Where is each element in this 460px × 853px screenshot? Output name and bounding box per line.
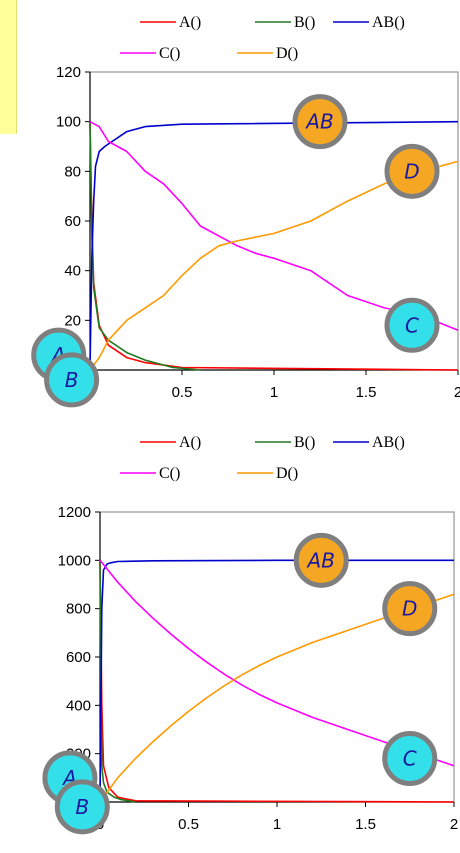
y-tick-label: 800 [66,601,91,618]
y-tick-label: 1200 [58,504,91,521]
y-tick-label: 40 [64,263,81,280]
badge-label: B [65,368,79,392]
x-tick-label: 1 [270,384,278,401]
y-tick-label: 80 [64,163,81,180]
badge-label: C [405,313,419,337]
legend-item-ab: AB() [333,434,405,451]
y-tick-label: 400 [66,697,91,714]
legend-label: B() [294,14,315,31]
series-line-c [99,559,455,767]
annotation-badge-ab: AB [293,532,349,588]
badge-label: D [402,597,417,621]
badge-label: B [75,795,89,819]
badge-circle [384,297,440,353]
series-line-d [99,593,455,803]
legend-item-d: D() [237,45,298,62]
legend-label: AB() [372,434,405,451]
side-tab-strip [0,0,17,134]
annotation-badge-c: C [384,297,440,353]
badge-label: D [404,159,419,183]
y-tick-label: 600 [66,649,91,666]
legend-item-a: A() [140,14,201,31]
y-tick-label: 60 [64,213,81,230]
annotation-badge-ab: AB [292,94,348,150]
legend-label: C() [159,465,180,482]
line-chart-bottom: A()B()AB()C()D()2004006008001000120000.5… [42,434,458,835]
badge-circle [54,779,110,835]
annotation-badge-b: B [54,779,110,835]
badge-label: AB [304,110,333,134]
legend-item-b: B() [255,14,315,31]
legend-item-ab: AB() [333,14,405,31]
y-tick-label: 100 [56,114,81,131]
legend-label: AB() [372,14,405,31]
series-line-ab [99,559,454,803]
series-line-c [89,120,459,332]
series-line-ab [89,120,459,371]
y-tick-label: 20 [64,312,81,329]
legend-item-b: B() [255,434,315,451]
badge-label: C [403,747,417,771]
x-tick-label: 1 [273,816,281,833]
x-tick-label: 1.5 [355,816,376,833]
legend-item-c: C() [120,45,180,62]
annotation-badge-c: C [382,731,438,786]
legend-label: A() [179,434,201,451]
legend-label: D() [276,465,298,482]
line-chart-top: A() B() AB() C() D() 20 40 60 80 100 120 0.5 1 1.5 2 AB… [31,14,460,408]
badge-circle [382,581,438,637]
x-tick-label: 2 [450,816,458,833]
annotation-badge-b: B [44,352,100,408]
legend-item-d: D() [237,465,298,482]
y-tick-label: 120 [56,64,81,81]
legend-item-a: A() [140,434,201,451]
series-line-d [89,160,459,371]
badge-circle [44,352,100,408]
annotation-badge-d: D [384,143,440,199]
legend-item-c: C() [120,465,180,482]
series-line-b [89,121,201,371]
badge-circle [384,143,440,199]
legend-label: D() [276,45,298,62]
badge-label: AB [306,548,335,572]
legend-label: C() [159,45,180,62]
badge-circle [292,94,348,150]
x-tick-label: 0.5 [178,816,199,833]
badge-circle [293,532,349,588]
badge-circle [382,731,438,786]
x-tick-label: 1.5 [356,384,377,401]
legend-label: B() [294,434,315,451]
x-tick-label: 2 [454,384,460,401]
legend-label: A() [179,14,201,31]
y-tick-label: 1000 [58,552,91,569]
x-tick-label: 0.5 [172,384,193,401]
annotation-badge-d: D [382,581,438,637]
